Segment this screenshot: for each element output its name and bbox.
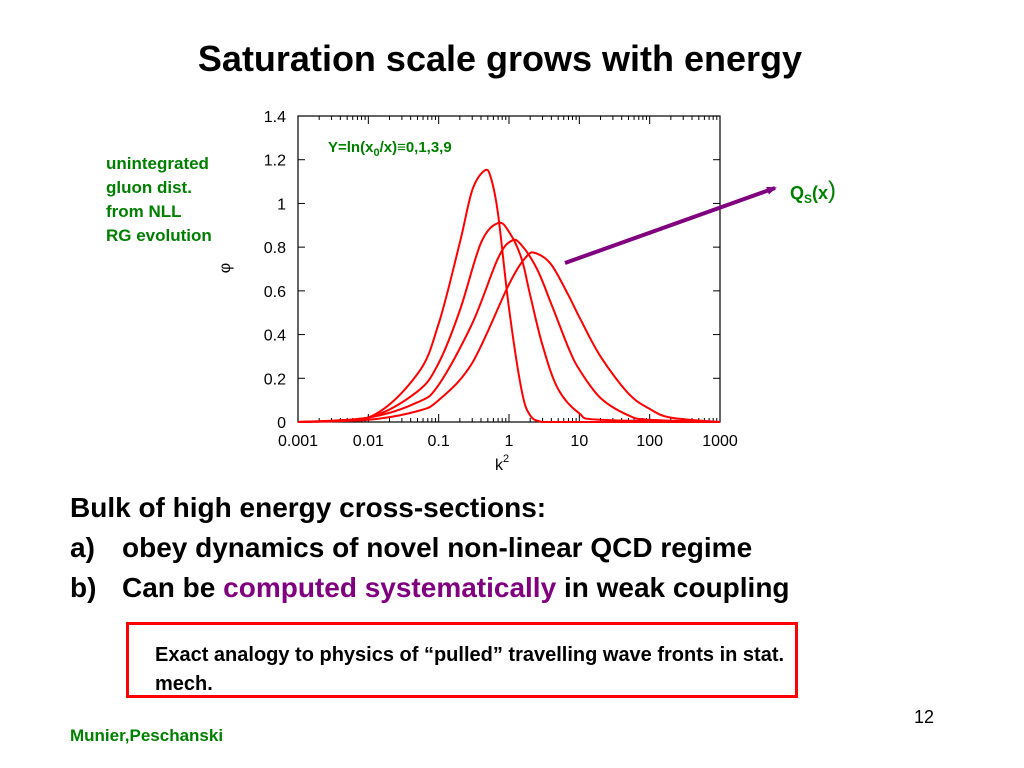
qs-arrow [564, 186, 777, 265]
plot-frame [297, 115, 721, 423]
footer-authors: Munier,Peschanski [70, 726, 224, 745]
qs-label: QS(x) [790, 177, 836, 206]
y-tick-label: 1.2 [264, 153, 286, 170]
analogy-text: Exact analogy to physics of “pulled” tra… [155, 644, 785, 695]
bullet-highlight: computed systematically [223, 572, 557, 603]
series-line [297, 221, 721, 423]
x-tick-label: 0.1 [428, 433, 450, 450]
side-note-line: from NLL [106, 202, 182, 221]
y-tick-label: 1 [277, 196, 286, 213]
bullet-text: Can be computed systematically in weak c… [122, 568, 790, 608]
side-note-line: RG evolution [106, 226, 212, 245]
bullet-list: Bulk of high energy cross-sections: a) o… [70, 488, 790, 608]
bullet-text-part: in weak coupling [556, 572, 790, 603]
bullet-item: a) obey dynamics of novel non-linear QCD… [70, 528, 790, 568]
series-line [297, 238, 721, 423]
x-tick-label: 100 [636, 433, 663, 450]
x-tick-label: 0.001 [278, 433, 318, 450]
y-annotation: Y=ln(x0/x)≡0,1,3,9 [328, 139, 452, 159]
analogy-box: Exact analogy to physics of “pulled” tra… [126, 622, 798, 698]
x-tick-label: 1 [505, 433, 514, 450]
series-line [297, 168, 720, 424]
y-tick-label: 1.4 [264, 109, 286, 126]
page-number: 12 [914, 707, 935, 727]
bullet-text-part: Can be [122, 572, 224, 603]
bullet-text-part: obey dynamics of novel non-linear QCD re… [122, 532, 753, 563]
bullet-marker: b) [70, 572, 97, 603]
slide-title: Saturation scale grows with energy [197, 38, 803, 79]
y-tick-label: 0.8 [264, 240, 286, 257]
y-tick-label: 0.6 [264, 284, 286, 301]
y-tick-label: 0 [277, 415, 286, 432]
series-line [297, 251, 721, 423]
x-axis-label: k2 [495, 453, 509, 474]
side-note-line: unintegrated [106, 154, 209, 173]
bullet-marker: a) [70, 532, 95, 563]
x-tick-label: 10 [570, 433, 588, 450]
bullet-heading: Bulk of high energy cross-sections: [70, 492, 547, 523]
side-note-line: gluon dist. [106, 178, 192, 197]
y-tick-label: 0.4 [264, 328, 286, 345]
x-tick-label: 1000 [702, 433, 738, 450]
side-note: unintegrated gluon dist. from NLL RG evo… [106, 152, 212, 248]
bullet-text: obey dynamics of novel non-linear QCD re… [122, 528, 752, 568]
x-tick-label: 0.01 [353, 433, 384, 450]
y-axis-label: φ [217, 263, 234, 273]
y-tick-label: 0.2 [264, 371, 286, 388]
bullet-item: b) Can be computed systematically in wea… [70, 568, 790, 608]
